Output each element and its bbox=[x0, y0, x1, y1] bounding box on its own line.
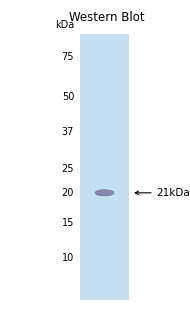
Text: 37: 37 bbox=[62, 127, 74, 137]
Text: Western Blot: Western Blot bbox=[69, 11, 144, 24]
Text: kDa: kDa bbox=[55, 20, 74, 30]
Text: 15: 15 bbox=[62, 218, 74, 228]
Ellipse shape bbox=[95, 190, 114, 196]
Text: 20: 20 bbox=[62, 188, 74, 198]
Text: 75: 75 bbox=[62, 52, 74, 62]
Bar bbox=[80, 34, 129, 300]
Text: 25: 25 bbox=[62, 164, 74, 174]
Text: 10: 10 bbox=[62, 253, 74, 263]
Text: 50: 50 bbox=[62, 92, 74, 102]
Text: 21kDa: 21kDa bbox=[156, 188, 190, 198]
